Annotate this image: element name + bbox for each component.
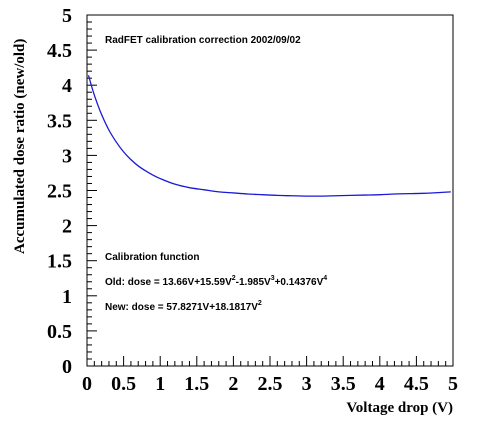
y-tick-label: 4 bbox=[62, 75, 72, 97]
y-axis-ticks bbox=[87, 14, 97, 367]
x-tick-label: 0.5 bbox=[111, 373, 136, 395]
x-tick-label: 5 bbox=[448, 373, 458, 395]
x-tick-label: 0 bbox=[82, 373, 92, 395]
x-tick-label: 2 bbox=[228, 373, 238, 395]
y-tick-label: 1 bbox=[62, 286, 72, 308]
y-tick-label: 0.5 bbox=[47, 321, 72, 343]
old-formula-part: +0.14376V bbox=[275, 277, 324, 288]
y-tick-label: 1.5 bbox=[47, 251, 72, 273]
x-axis-title: Voltage drop (V) bbox=[346, 400, 453, 416]
y-tick-label: 2.5 bbox=[47, 181, 72, 203]
old-formula-sup: 2 bbox=[232, 275, 236, 282]
y-tick-label: 4.5 bbox=[47, 40, 72, 62]
chart-title: RadFET calibration correction 2002/09/02 bbox=[105, 35, 301, 46]
new-formula-sup: 2 bbox=[258, 300, 262, 307]
y-tick-label: 3.5 bbox=[47, 110, 72, 132]
x-tick-label: 1.5 bbox=[184, 373, 209, 395]
y-axis-title: Accumulated dose ratio (new/old) bbox=[12, 39, 28, 254]
y-tick-label: 5 bbox=[62, 5, 72, 27]
old-formula-sup: 4 bbox=[323, 275, 327, 282]
x-tick-label: 2.5 bbox=[258, 373, 283, 395]
x-tick-label: 1 bbox=[155, 373, 165, 395]
x-axis-tick-labels: 0 0.5 1 1.5 2 2.5 3 3.5 4 4.5 5 bbox=[82, 373, 458, 395]
x-axis-ticks bbox=[86, 356, 454, 366]
x-tick-label: 4.5 bbox=[404, 373, 429, 395]
y-tick-label: 2 bbox=[62, 216, 72, 238]
x-tick-label: 3 bbox=[302, 373, 312, 395]
old-formula-sup: 3 bbox=[271, 275, 275, 282]
x-tick-label: 3.5 bbox=[331, 373, 356, 395]
y-axis-tick-labels: 0 0.5 1 1.5 2 2.5 3 3.5 4 4.5 5 bbox=[47, 5, 72, 378]
plot-frame bbox=[86, 14, 454, 367]
y-tick-label: 0 bbox=[62, 356, 72, 378]
x-tick-label: 4 bbox=[375, 373, 385, 395]
calibration-heading: Calibration function bbox=[105, 252, 199, 263]
old-formula-part: Old: dose = 13.66V+15.59V bbox=[105, 277, 232, 288]
new-formula-part: New: dose = 57.8271V+18.1817V bbox=[105, 302, 258, 313]
y-tick-label: 3 bbox=[62, 145, 72, 167]
series-line bbox=[87, 75, 451, 197]
new-formula: New: dose = 57.8271V+18.1817V2 bbox=[105, 300, 262, 313]
old-formula-part: -1.985V bbox=[236, 277, 271, 288]
old-formula: Old: dose = 13.66V+15.59V2-1.985V3+0.143… bbox=[105, 275, 327, 288]
